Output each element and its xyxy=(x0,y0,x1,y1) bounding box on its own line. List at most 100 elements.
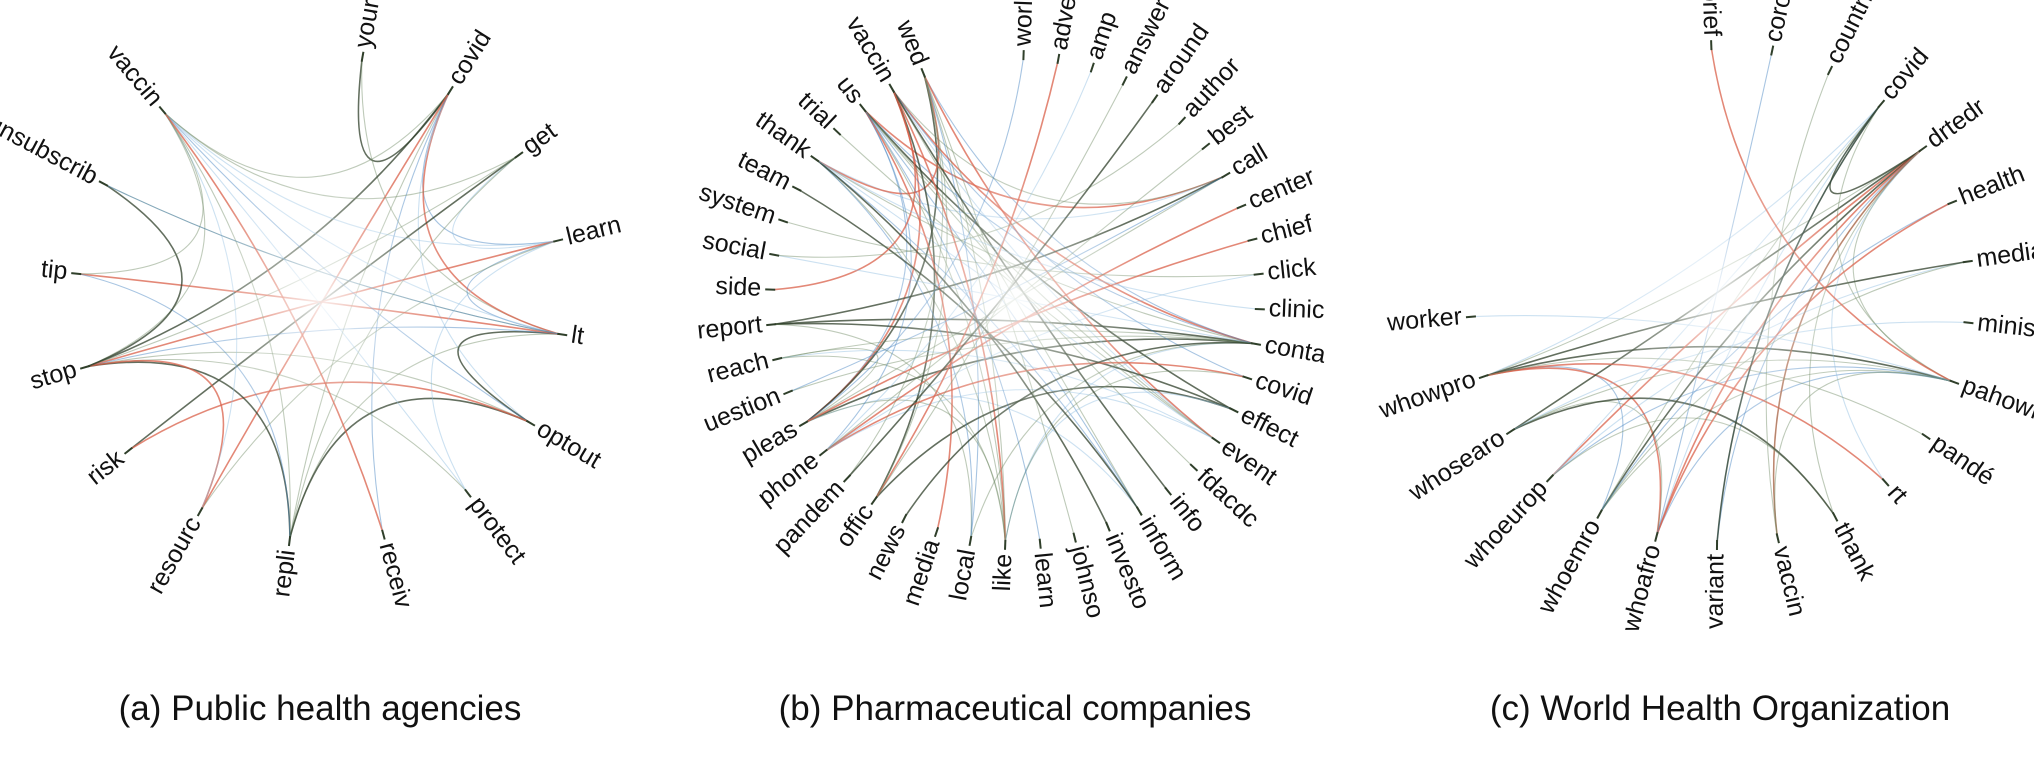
node-tick xyxy=(1089,62,1095,73)
node-tick xyxy=(769,252,780,257)
node-tick xyxy=(1228,407,1239,414)
node-tick xyxy=(123,446,133,455)
edge xyxy=(79,112,204,275)
node-tick xyxy=(381,529,386,540)
node-label: resourc xyxy=(142,512,207,598)
caption: (a) Public health agencies xyxy=(119,689,522,728)
node-tick xyxy=(818,448,828,457)
node-tick xyxy=(920,67,927,78)
node-label: minist xyxy=(1976,308,2034,343)
node-tick xyxy=(870,495,878,506)
node-label: vaccin xyxy=(101,39,168,111)
node-tick xyxy=(525,419,536,427)
node-tick xyxy=(1220,171,1231,179)
node-tick xyxy=(1121,75,1128,86)
node-tick xyxy=(1465,315,1477,319)
node-label: lt xyxy=(569,321,586,351)
node-label: media xyxy=(1975,236,2034,273)
node-label: like xyxy=(988,553,1017,592)
node-tick xyxy=(1151,94,1159,104)
node-label: thank xyxy=(1828,518,1881,586)
node-tick xyxy=(1189,463,1199,472)
edge xyxy=(466,240,560,335)
node-tick xyxy=(1545,473,1555,483)
caption: (b) Pharmaceutical companies xyxy=(779,689,1252,728)
node-tick xyxy=(858,103,867,113)
node-label: stop xyxy=(27,355,80,395)
node-tick xyxy=(968,535,973,547)
node-label: johnso xyxy=(1064,542,1109,621)
node-label: trial xyxy=(793,87,842,135)
node-label: wed xyxy=(891,15,935,69)
node-label: protect xyxy=(463,491,531,569)
node-tick xyxy=(888,83,896,94)
node-label: tip xyxy=(40,255,69,285)
node-label: vaccin xyxy=(1768,543,1812,618)
node-label: repli xyxy=(267,548,301,598)
node-label: clinic xyxy=(1268,294,1325,324)
edge xyxy=(87,359,225,510)
node-label: whoeurop xyxy=(1457,474,1553,574)
node-tick xyxy=(1253,272,1264,276)
node-label: adver xyxy=(1045,0,1084,52)
node-label: coronavir xyxy=(1759,0,1808,44)
node-tick xyxy=(1770,45,1775,56)
node-tick xyxy=(1478,374,1489,380)
node-tick xyxy=(464,488,472,498)
node-tick xyxy=(1949,379,1960,385)
node-tick xyxy=(791,185,802,192)
node-label: whowpro xyxy=(1375,365,1480,425)
node-label: side xyxy=(715,272,762,302)
edge xyxy=(1486,366,1624,512)
node-label: media xyxy=(897,536,945,610)
node-tick xyxy=(1072,532,1077,543)
node-tick xyxy=(772,356,783,362)
edge xyxy=(779,348,879,423)
node-tick xyxy=(1921,432,1931,441)
node-label: drtedr xyxy=(1921,93,1990,154)
node-tick xyxy=(1654,531,1659,542)
node-label: your xyxy=(349,0,385,50)
node-label: covid xyxy=(442,25,497,89)
node-tick xyxy=(446,85,454,96)
node-label: brief xyxy=(1697,0,1727,37)
node-label: health xyxy=(1955,160,2029,211)
node-label: get xyxy=(517,117,562,160)
node-tick xyxy=(1826,65,1834,76)
edge xyxy=(457,331,560,423)
node-tick xyxy=(1211,436,1221,444)
node-tick xyxy=(783,389,794,396)
node-label: variant xyxy=(1701,554,1730,629)
node-label: click xyxy=(1266,253,1318,286)
node-label: social xyxy=(700,226,768,265)
node-label: chief xyxy=(1257,210,1315,250)
center-fade xyxy=(877,162,1153,438)
node-label: local xyxy=(944,547,981,603)
node-tick xyxy=(71,272,82,276)
edge xyxy=(452,156,556,249)
node-tick xyxy=(79,364,91,370)
node-label: whosearo xyxy=(1403,424,1510,507)
node-tick xyxy=(1242,375,1253,381)
node-label: unsubscrib xyxy=(0,109,103,190)
node-label: whoemro xyxy=(1532,515,1607,619)
node-tick xyxy=(360,51,365,62)
node-label: pandé xyxy=(1926,429,1999,491)
edge xyxy=(1829,105,1921,195)
center-fade xyxy=(182,160,458,436)
node-label: optout xyxy=(532,414,606,474)
node-tick xyxy=(1135,506,1143,516)
node-label: countri xyxy=(1820,0,1878,68)
node-label: report xyxy=(696,310,764,344)
node-tick xyxy=(842,474,852,483)
node-label: pahowho xyxy=(1958,371,2034,433)
node-tick xyxy=(1250,342,1262,346)
edge xyxy=(816,75,940,195)
node-label: conta xyxy=(1263,330,1328,369)
node-label: us xyxy=(831,71,869,109)
node-tick xyxy=(798,420,809,428)
node-label: learn xyxy=(563,210,624,250)
